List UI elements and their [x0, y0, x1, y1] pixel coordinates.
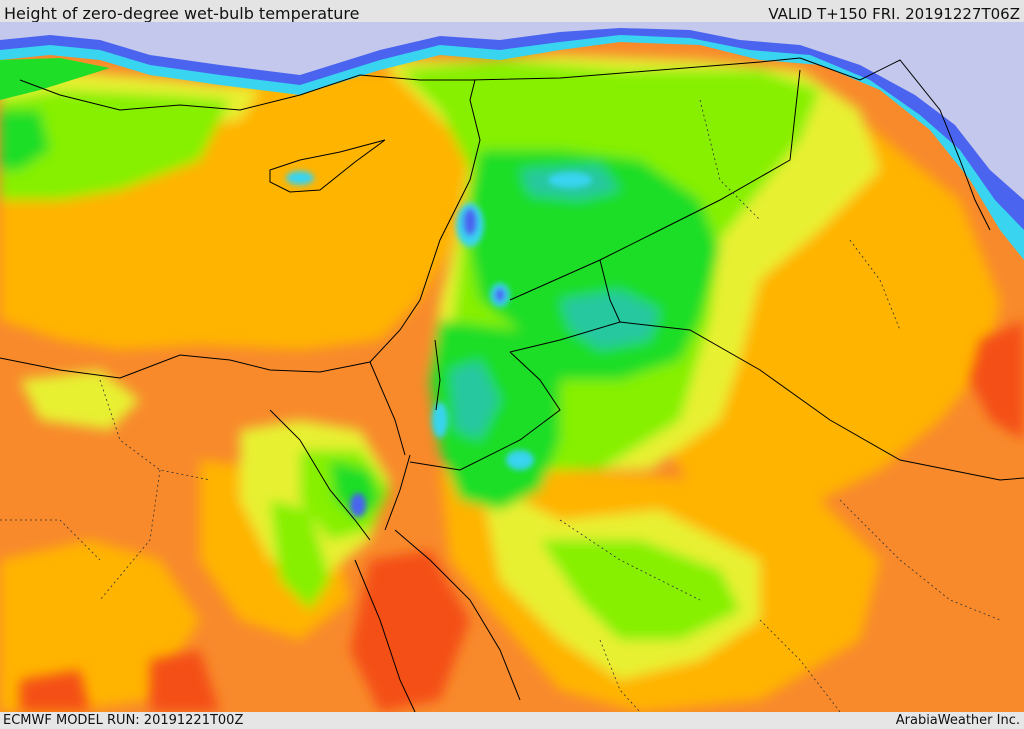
warm-zones — [20, 320, 1024, 712]
north-band-cyan — [0, 22, 1024, 260]
header-bar: Height of zero-degree wet-bulb temperatu… — [0, 0, 1024, 23]
cold-spot-sinai — [350, 493, 366, 517]
border-iraq-syria-north — [599, 259, 621, 323]
valid-time: VALID T+150 FRI. 20191227T06Z — [768, 5, 1020, 23]
coast-gulf-suez — [269, 409, 371, 541]
cold-spots — [286, 171, 592, 517]
coast-turkey — [19, 74, 475, 111]
dead-sea — [434, 339, 441, 411]
cold-spot-syria-core — [495, 288, 505, 302]
cold-spot-cyprus — [286, 171, 314, 185]
map-canvas — [0, 22, 1024, 712]
coast-levant — [429, 79, 481, 271]
warm-east — [970, 320, 1024, 440]
admin-borders — [0, 99, 1001, 712]
model-run-label: ECMWF MODEL RUN: 20191221T00Z — [3, 713, 244, 728]
cold-spot-jordan — [432, 402, 448, 438]
border-jordan-iraq — [509, 321, 1024, 481]
coast-egypt-north — [0, 269, 431, 379]
border-syria-iraq — [509, 69, 801, 301]
cold-spot-north — [548, 172, 592, 188]
field-teal-jordan — [450, 360, 500, 440]
field-green-north — [470, 150, 720, 380]
coast-gulf-aqaba — [384, 454, 411, 531]
coast-redsea-w — [354, 559, 416, 712]
north-band-lavender — [0, 22, 1024, 200]
field-layers — [0, 55, 1000, 712]
footer-bar: ECMWF MODEL RUN: 20191221T00Z ArabiaWeat… — [0, 712, 1024, 729]
border-iraq-iran — [799, 57, 991, 231]
coast-cyprus — [269, 139, 386, 193]
warm-left — [20, 670, 90, 712]
north-cold-band — [0, 22, 1024, 260]
field-green-west — [0, 110, 50, 170]
field-lime-egypt — [270, 500, 330, 610]
field-yellow-westeg — [20, 370, 140, 430]
cold-spot-lebanon-core — [463, 208, 477, 236]
border-jordan-saudi — [409, 351, 561, 471]
weather-map — [0, 22, 1024, 712]
boundaries — [0, 57, 1024, 712]
map-title: Height of zero-degree wet-bulb temperatu… — [4, 4, 360, 23]
coast-redsea-e — [394, 529, 521, 701]
warm-south — [150, 650, 220, 712]
field-lime-arabia — [540, 540, 740, 640]
north-green-fringe — [0, 58, 110, 100]
coast-egypt-sinai — [369, 361, 406, 456]
field-teal-center — [560, 290, 660, 350]
cold-spot-saudi — [506, 450, 534, 470]
border-turkey-syria — [469, 57, 801, 81]
credit-label: ArabiaWeather Inc. — [895, 713, 1020, 728]
warm-redsea — [350, 550, 470, 712]
field-lime-west — [0, 90, 230, 200]
north-band-blue — [0, 22, 1024, 230]
